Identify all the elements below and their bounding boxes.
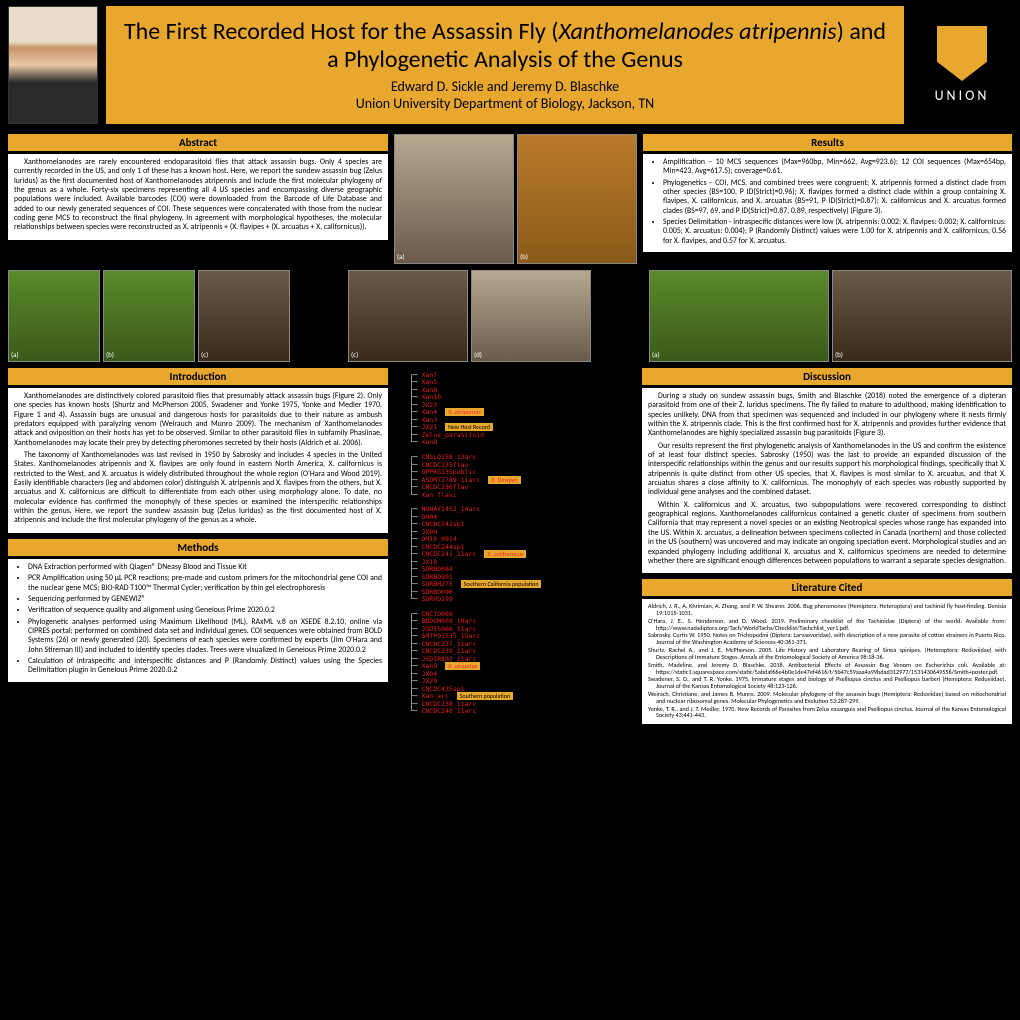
citation: Aldrich, J. R., A. Khrimian, A. Zhang, a… (648, 603, 1006, 617)
results-header: Results (643, 134, 1012, 151)
photo-label: (c) (351, 350, 358, 359)
method-item: Sequencing performed by GENEWIZ® (28, 595, 382, 604)
author-portrait (8, 6, 98, 124)
discussion-p1: During a study on sundew assassin bugs, … (648, 392, 1006, 439)
university-logo: UNION (912, 6, 1012, 124)
logo-text: UNION (935, 87, 990, 104)
top-photos: (a) (b) (394, 134, 637, 264)
photo-label: (a) (652, 350, 660, 359)
center-column: ┌─ Xan7 ├─ Xan5 ├─ Xan6 ├─ Xan10 ├─ JX23… (394, 368, 636, 724)
method-item: PCR Amplification using 50 µL PCR reacti… (28, 574, 382, 593)
specimen-photo: (c) (198, 270, 290, 362)
specimen-photo: (d) (471, 270, 591, 362)
discussion-section: Discussion During a study on sundew assa… (642, 368, 1012, 573)
title-pre: The First Recorded Host for the Assassin… (124, 17, 559, 46)
citation: Shurtz, Rachel A., and J. E. McPherson. … (648, 647, 1006, 661)
photo-strip: (a) (b) (c) (c) (d) (a) (b) (8, 270, 1012, 362)
methods-section: Methods DNA Extraction performed with Qi… (8, 539, 388, 682)
citation: Smith, Madeline, and Jeremy D. Blaschke.… (648, 662, 1006, 676)
method-item: Verification of sequence quality and ali… (28, 606, 382, 615)
title-species: Xanthomelanodes atripennis (559, 17, 837, 46)
discussion-header: Discussion (642, 368, 1012, 385)
literature-section: Literature Cited Aldrich, J. R., A. Khri… (642, 579, 1012, 724)
poster-title: The First Recorded Host for the Assassin… (118, 18, 892, 73)
abstract-text: Xanthomelanodes are rarely encountered e… (14, 158, 382, 233)
specimen-photo: (b) (103, 270, 195, 362)
abstract-header: Abstract (8, 134, 388, 151)
results-body: Amplification – 10 MCS sequences (Max=96… (643, 154, 1012, 252)
intro-p1: Xanthomelanodes are distinctively colore… (14, 392, 382, 448)
discussion-body: During a study on sundew assassin bugs, … (642, 388, 1012, 573)
specimen-photo: (b) (832, 270, 1012, 362)
citation: Sabrosky, Curtis W. 1950. Notes on Trich… (648, 632, 1006, 646)
result-item: Amplification – 10 MCS sequences (Max=96… (663, 158, 1006, 177)
result-item: Species Delimitation - intraspecific dis… (663, 218, 1006, 246)
lit-header: Literature Cited (642, 579, 1012, 596)
photo-label: (b) (835, 350, 843, 359)
photo-label: (b) (520, 252, 528, 261)
specimen-photo: (a) (8, 270, 100, 362)
abstract-body: Xanthomelanodes are rarely encountered e… (8, 154, 388, 240)
photo-label: (c) (201, 350, 208, 359)
affiliation: Union University Department of Biology, … (118, 95, 892, 112)
specimen-photo: (c) (348, 270, 468, 362)
method-item: Calculation of intraspecific and intersp… (28, 657, 382, 676)
method-item: DNA Extraction performed with Qiagen® DN… (28, 563, 382, 572)
introduction-section: Introduction Xanthomelanodes are distinc… (8, 368, 388, 533)
methods-header: Methods (8, 539, 388, 556)
intro-p2: The taxonomy of Xanthomelanodes was last… (14, 451, 382, 526)
result-item: Phylogenetics – COI, MCS, and combined t… (663, 179, 1006, 216)
right-column: Discussion During a study on sundew assa… (642, 368, 1012, 724)
citation: O'Hara, J. E., S. Henderson, and D. Wood… (648, 618, 1006, 632)
left-column: Introduction Xanthomelanodes are distinc… (8, 368, 388, 724)
specimen-photo-b: (b) (517, 134, 637, 264)
title-block: The First Recorded Host for the Assassin… (106, 6, 904, 124)
lit-body: Aldrich, J. R., A. Khrimian, A. Zhang, a… (642, 599, 1012, 724)
citation: Swadener, S. O., and T. R. Yonke. 1975. … (648, 676, 1006, 690)
citation: Yonke, T. R., and J. T. Medler. 1970. Ne… (648, 706, 1006, 720)
intro-header: Introduction (8, 368, 388, 385)
discussion-p2: Our results represent the first phylogen… (648, 442, 1006, 498)
shield-icon (937, 26, 987, 81)
citation: Weirach, Christiane, and James B. Munro.… (648, 691, 1006, 705)
methods-body: DNA Extraction performed with Qiagen® DN… (8, 559, 388, 682)
photo-label: (d) (474, 350, 482, 359)
abstract-section: Abstract Xanthomelanodes are rarely enco… (8, 134, 388, 264)
authors: Edward D. Sickle and Jeremy D. Blaschke (118, 78, 892, 95)
results-section: Results Amplification – 10 MCS sequences… (643, 134, 1012, 264)
specimen-photo-a: (a) (394, 134, 514, 264)
discussion-p3: Within X. californicus and X. arcuatus, … (648, 501, 1006, 566)
intro-body: Xanthomelanodes are distinctively colore… (8, 388, 388, 533)
top-row: Abstract Xanthomelanodes are rarely enco… (8, 134, 1012, 264)
poster-header: The First Recorded Host for the Assassin… (0, 0, 1020, 130)
method-item: Phylogenetic analyses performed using Ma… (28, 618, 382, 655)
specimen-photo: (a) (649, 270, 829, 362)
photo-label: (b) (106, 350, 114, 359)
phylogenetic-tree: ┌─ Xan7 ├─ Xan5 ├─ Xan6 ├─ Xan10 ├─ JX23… (394, 368, 636, 720)
photo-label: (a) (397, 252, 405, 261)
photo-label: (a) (11, 350, 19, 359)
